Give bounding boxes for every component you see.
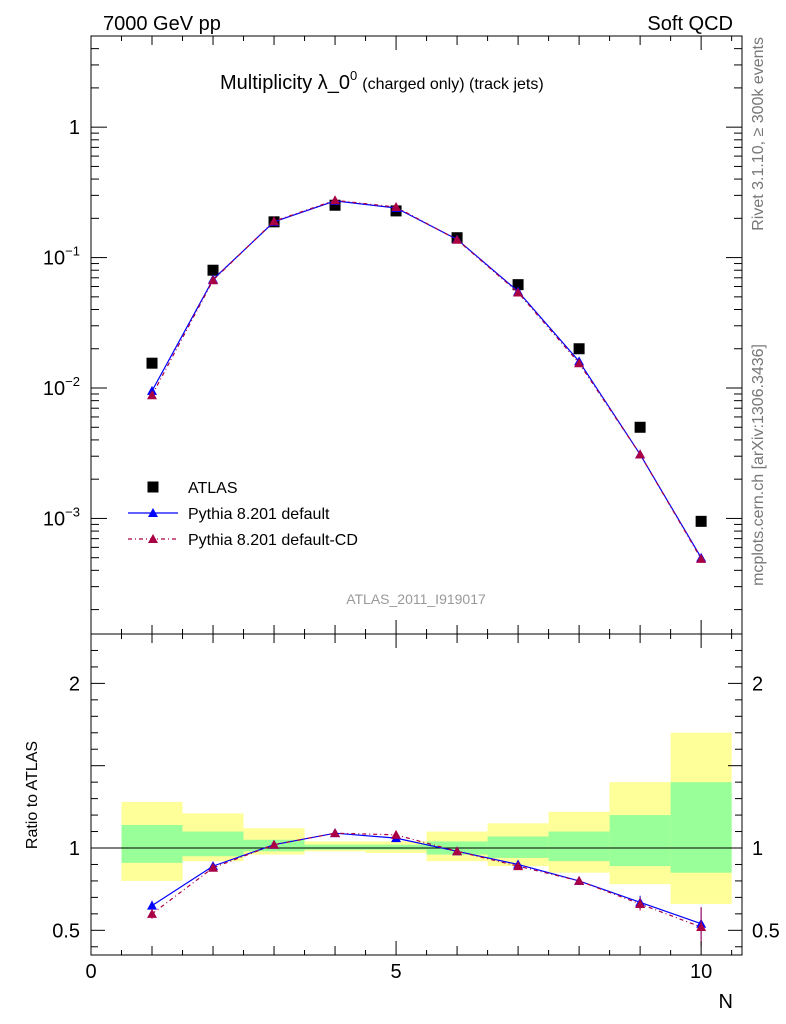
pythia-default-cd-ratio-point	[513, 861, 524, 871]
green-band-bin	[121, 824, 183, 863]
green-band-bin	[548, 831, 610, 862]
green-band-bin	[304, 844, 366, 850]
x-tick-label: 5	[390, 961, 401, 983]
pythia-default-cd-point	[269, 216, 280, 226]
main-y-tick-label: 1	[69, 117, 80, 139]
chart-title-suffix: (charged only) (track jets)	[362, 76, 543, 93]
legend-label: Pythia 8.201 default-CD	[188, 532, 358, 549]
pythia-default-cd-point	[635, 449, 646, 459]
atlas-data-point	[695, 515, 707, 527]
ratio-uncertainty-bands	[91, 732, 742, 904]
atlas-data-point	[146, 357, 158, 369]
pythia-default-cd-point	[330, 195, 341, 205]
main-y-tick-label: 10−3	[43, 504, 80, 530]
main-y-tick-label: 10−2	[43, 374, 80, 400]
atlas-data-point	[329, 199, 341, 211]
pythia-default-cd-ratio-point	[269, 839, 280, 849]
main-series-layer	[146, 195, 707, 563]
ratio-y-tick-label-right: 1	[752, 838, 763, 860]
main-y-tick-label: 10−1	[43, 244, 80, 270]
legend-atlas-marker	[147, 481, 159, 493]
ratio-plot-frame	[90, 633, 743, 956]
pythia-default-cd-point	[391, 202, 402, 212]
legend-label: ATLAS	[188, 480, 238, 497]
ratio-y-tick-label-right: 2	[752, 673, 763, 695]
main-y-tick-base: 10	[43, 378, 65, 400]
green-band-bin	[487, 836, 549, 858]
legend: ATLAS Pythia 8.201 default Pythia 8.201 de…	[128, 480, 358, 549]
pythia-default-cd-ratio-point	[635, 898, 646, 908]
chart-title: Multiplicity λ_00 (charged only) (track j…	[220, 68, 544, 94]
x-tick-label: 0	[85, 961, 96, 983]
x-axis-label: N	[719, 991, 733, 1013]
pythia-default-ratio-point	[147, 900, 158, 910]
main-y-tick-base: 10	[43, 508, 65, 530]
legend-label: Pythia 8.201 default	[188, 506, 330, 523]
rivet-label: Rivet 3.1.10, ≥ 300k events	[750, 37, 767, 231]
pythia-default-cd-point	[147, 390, 158, 400]
green-band-bin	[609, 815, 671, 867]
green-band-bin	[182, 831, 244, 857]
atlas-data-point	[207, 264, 219, 276]
x-tick-label: 10	[690, 961, 712, 983]
ratio-y-tick-label-right: 0.5	[752, 920, 780, 942]
main-y-tick-exponent: −2	[65, 374, 80, 389]
chart-title-main: Multiplicity λ_0	[220, 72, 350, 94]
pythia-default-cd-point	[452, 234, 463, 244]
atlas-data-point	[573, 343, 585, 355]
main-y-tick-exponent: −3	[65, 504, 80, 519]
atlas-data-point	[634, 421, 646, 433]
pythia-default-cd-line	[151, 199, 702, 560]
pythia-default-cd-ratio-point	[147, 908, 158, 918]
pythia-default-cd-ratio-point	[208, 862, 219, 872]
green-band-bin	[670, 782, 732, 873]
legend-marker-pythia-default-cd	[148, 534, 158, 543]
ratio-y-axis-label: Ratio to ATLAS	[24, 741, 41, 849]
pythia-default-cd-ratio-point	[696, 922, 707, 932]
pythia-default-cd-ratio-point	[452, 846, 463, 856]
ratio-y-tick-label-left: 0.5	[52, 920, 80, 942]
pythia-default-cd-point	[208, 275, 219, 285]
pythia-default-cd-ratio-line	[151, 832, 702, 928]
analysis-watermark: ATLAS_2011_I919017	[346, 591, 486, 607]
pythia-default-cd-point	[513, 287, 524, 297]
pythia-default-cd-ratio-point	[574, 875, 585, 885]
pythia-default-cd-ratio-point	[330, 828, 341, 838]
pythia-default-line	[151, 200, 702, 559]
header-right: Soft QCD	[647, 13, 733, 35]
main-y-tick-base: 10	[43, 248, 65, 270]
pythia-default-ratio-line	[151, 832, 702, 925]
ratio-y-tick-label-left: 1	[69, 838, 80, 860]
atlas-data-point	[512, 279, 524, 291]
ratio-y-tick-label-left: 2	[69, 673, 80, 695]
header-left: 7000 GeV pp	[103, 13, 221, 35]
pythia-default-cd-point	[696, 553, 707, 563]
mcplots-label: mcplots.cern.ch [arXiv:1306.3436]	[750, 344, 767, 586]
chart-title-sup: 0	[350, 68, 357, 83]
main-y-tick-exponent: −1	[65, 244, 80, 259]
pythia-default-cd-point	[574, 358, 585, 368]
pythia-default-cd-ratio-point	[391, 829, 402, 839]
legend-marker-pythia-default	[148, 508, 158, 517]
ratio-series-layer	[147, 828, 707, 947]
green-band-bin	[365, 844, 427, 850]
